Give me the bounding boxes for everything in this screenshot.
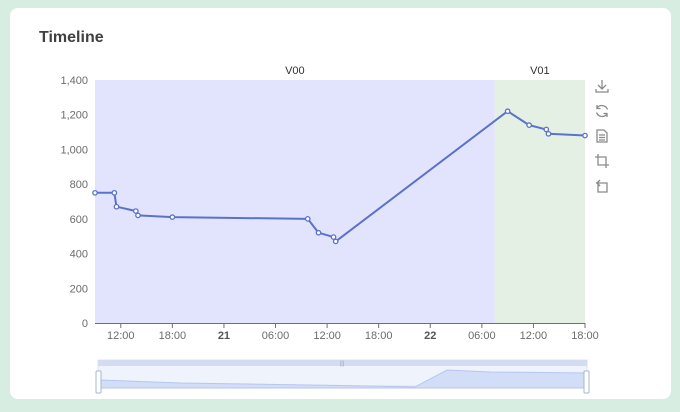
- x-tick-label: 18:00: [365, 330, 393, 342]
- data-point[interactable]: [315, 229, 322, 236]
- chart-card: Timeline V00 V01 0 200 400 600 800 1,000 1,200 1…: [10, 8, 671, 399]
- data-point[interactable]: [304, 216, 311, 222]
- slider-preview-area: [99, 369, 588, 389]
- x-tick-label: 06:00: [468, 330, 496, 342]
- version-bands: [95, 80, 585, 323]
- data-point[interactable]: [169, 214, 176, 220]
- y-tick-label: 800: [70, 179, 88, 191]
- y-tick-label: 1,000: [60, 144, 88, 156]
- data-point[interactable]: [504, 108, 511, 115]
- x-tick-label: 21: [218, 330, 230, 342]
- x-tick-label: 12:00: [107, 330, 135, 342]
- data-point[interactable]: [113, 203, 120, 210]
- version-band-labels: V00 V01: [285, 65, 550, 77]
- y-tick-label: 400: [70, 249, 88, 261]
- data-view-icon[interactable]: [595, 129, 609, 143]
- y-tick-label: 200: [70, 283, 88, 295]
- data-point[interactable]: [111, 189, 118, 196]
- x-tick-label: 18:00: [571, 330, 599, 342]
- card-title: Timeline: [39, 29, 104, 46]
- data-point[interactable]: [92, 189, 98, 196]
- slider-right-handle[interactable]: [583, 370, 590, 394]
- x-tick-label: 22: [424, 330, 436, 342]
- data-point[interactable]: [545, 130, 552, 137]
- y-tick-label: 600: [70, 214, 88, 226]
- data-point[interactable]: [526, 122, 532, 128]
- slider-selected-range: [98, 360, 587, 366]
- y-tick-label: 1,200: [60, 110, 88, 122]
- slider-move-handle-icon[interactable]: |||: [340, 361, 345, 367]
- data-point[interactable]: [582, 132, 588, 139]
- y-tick-label: 1,400: [60, 75, 88, 87]
- data-zoom-slider[interactable]: |||: [95, 359, 590, 394]
- data-point[interactable]: [332, 238, 339, 245]
- series-points: [92, 108, 588, 245]
- data-point[interactable]: [132, 208, 139, 214]
- x-tick-label: 12:00: [520, 330, 548, 342]
- download-icon[interactable]: [595, 79, 609, 93]
- band-v01: [494, 80, 585, 323]
- data-point[interactable]: [543, 126, 550, 133]
- data-point[interactable]: [330, 234, 337, 240]
- band-label-v00: V00: [285, 65, 305, 77]
- band-label-v01: V01: [530, 65, 550, 77]
- zoom-reset-icon[interactable]: [595, 179, 609, 193]
- x-tick-label: 06:00: [262, 330, 290, 342]
- x-axis: 12:00 18:00 21 06:00 12:00 18:00 22 06:00 12:00 1…: [95, 323, 599, 342]
- zoom-icon[interactable]: [595, 154, 609, 168]
- data-point[interactable]: [135, 212, 141, 219]
- y-tick-label: 0: [82, 318, 88, 330]
- timeline-chart: V00 V01 0 200 400 600 800 1,000 1,200 1,400 12:0…: [60, 65, 609, 394]
- x-tick-label: 18:00: [159, 330, 187, 342]
- band-v00: [95, 80, 495, 323]
- slider-left-handle[interactable]: [95, 370, 102, 394]
- y-axis: 0 200 400 600 800 1,000 1,200 1,400: [60, 75, 88, 330]
- x-tick-label: 12:00: [313, 330, 341, 342]
- toolbox: [595, 79, 609, 193]
- refresh-icon[interactable]: [595, 104, 609, 118]
